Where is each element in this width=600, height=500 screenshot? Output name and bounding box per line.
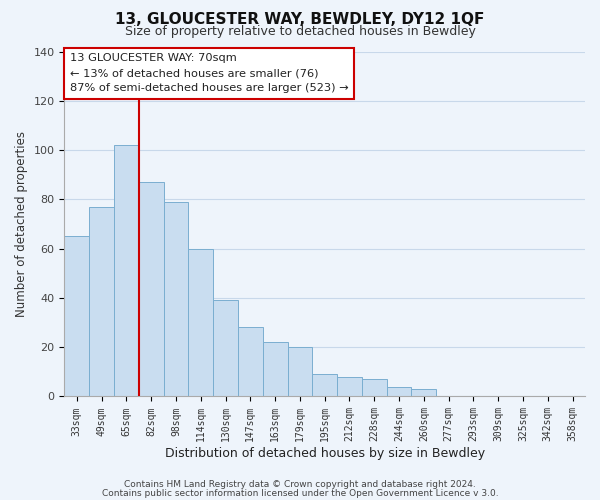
Bar: [263, 342, 287, 396]
Bar: [238, 328, 263, 396]
Bar: [164, 202, 188, 396]
Text: 13, GLOUCESTER WAY, BEWDLEY, DY12 1QF: 13, GLOUCESTER WAY, BEWDLEY, DY12 1QF: [115, 12, 485, 28]
Bar: [313, 374, 337, 396]
Bar: [114, 145, 139, 397]
Bar: [188, 248, 213, 396]
Bar: [386, 386, 412, 396]
Text: Size of property relative to detached houses in Bewdley: Size of property relative to detached ho…: [125, 25, 475, 38]
Bar: [213, 300, 238, 396]
Text: Contains public sector information licensed under the Open Government Licence v : Contains public sector information licen…: [101, 488, 499, 498]
Bar: [337, 377, 362, 396]
Bar: [287, 347, 313, 397]
Y-axis label: Number of detached properties: Number of detached properties: [15, 131, 28, 317]
Bar: [362, 379, 386, 396]
Text: Contains HM Land Registry data © Crown copyright and database right 2024.: Contains HM Land Registry data © Crown c…: [124, 480, 476, 489]
Bar: [64, 236, 89, 396]
Text: 13 GLOUCESTER WAY: 70sqm
← 13% of detached houses are smaller (76)
87% of semi-d: 13 GLOUCESTER WAY: 70sqm ← 13% of detach…: [70, 53, 348, 93]
X-axis label: Distribution of detached houses by size in Bewdley: Distribution of detached houses by size …: [164, 447, 485, 460]
Bar: [412, 389, 436, 396]
Bar: [89, 206, 114, 396]
Bar: [139, 182, 164, 396]
